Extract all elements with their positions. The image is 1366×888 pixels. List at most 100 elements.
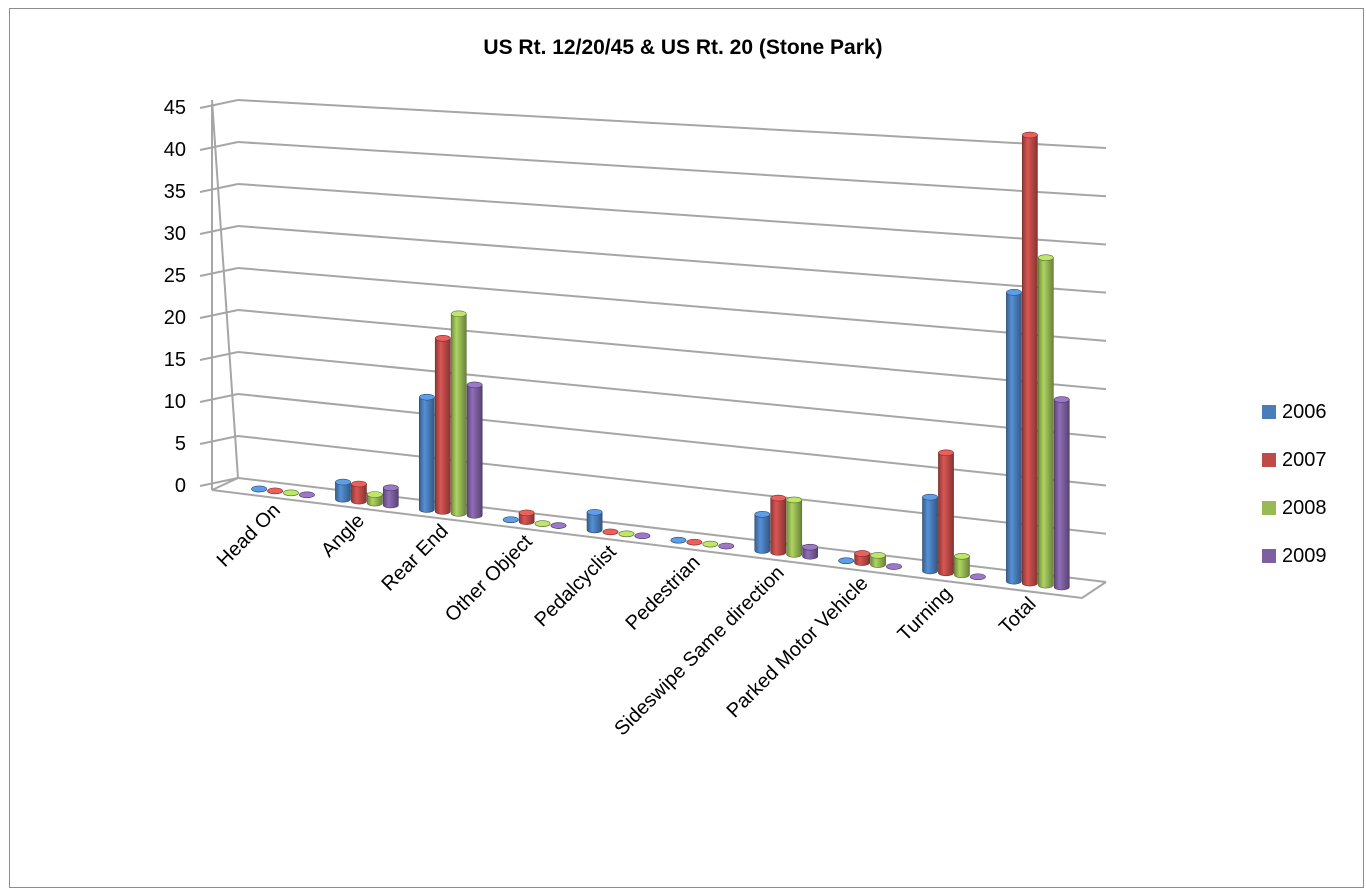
bar-top <box>702 540 719 548</box>
bar-top <box>1053 396 1070 403</box>
bar-top <box>335 478 351 486</box>
legend-swatch <box>1262 501 1276 515</box>
bar <box>550 522 567 529</box>
bar <box>299 491 315 499</box>
bar-top <box>283 489 299 497</box>
gridline <box>237 435 1107 535</box>
bar-body <box>954 555 970 579</box>
bar-top <box>718 542 735 550</box>
bar <box>1006 289 1022 585</box>
bar-top <box>634 532 651 540</box>
bar-body <box>418 396 435 513</box>
bar-top <box>970 573 986 581</box>
gridline-side <box>199 141 239 151</box>
bar <box>534 520 551 527</box>
bar-top <box>466 381 483 389</box>
legend-item: 2006 <box>1262 388 1327 436</box>
bar-top <box>450 310 467 318</box>
legend-swatch <box>1262 405 1276 419</box>
bar <box>702 540 719 548</box>
bar-body <box>382 487 399 509</box>
bar-top <box>1006 289 1022 296</box>
y-tick-label: 10 <box>164 391 186 413</box>
bar-body <box>754 514 771 554</box>
x-tick-label: Angle <box>317 510 369 562</box>
legend-item: 2009 <box>1262 532 1327 580</box>
bar <box>366 491 383 507</box>
x-tick-label: Head On <box>213 499 285 571</box>
gridline-side <box>199 351 239 361</box>
bar <box>382 484 399 509</box>
bar <box>754 511 771 554</box>
bar-top <box>251 485 267 493</box>
y-tick-label: 35 <box>164 181 186 203</box>
bar-body <box>1037 257 1054 589</box>
bar-top <box>838 557 855 564</box>
bar <box>786 496 803 558</box>
bar-body <box>786 499 803 558</box>
bar-top <box>854 550 870 557</box>
legend-item: 2008 <box>1262 484 1327 532</box>
bar <box>267 487 283 495</box>
chart-title: US Rt. 12/20/45 & US Rt. 20 (Stone Park) <box>483 36 883 59</box>
gridline-side <box>199 309 239 319</box>
legend-label: 2007 <box>1282 448 1327 471</box>
bar-top <box>786 496 803 504</box>
x-tick-label: Pedestrian <box>622 551 705 634</box>
bar <box>251 485 267 493</box>
bar-top <box>586 508 603 516</box>
x-tick-label: Rear End <box>378 520 453 595</box>
gridline-side <box>199 99 239 109</box>
legend-swatch <box>1262 549 1276 563</box>
y-tick-label: 15 <box>164 349 186 371</box>
bar-body <box>434 337 451 515</box>
bar <box>351 480 367 505</box>
bar <box>1022 131 1038 587</box>
bar-top <box>870 552 886 559</box>
bar-body <box>351 483 367 505</box>
bar-body <box>466 384 483 519</box>
bar-top <box>686 538 703 546</box>
bar <box>1037 254 1054 589</box>
legend-swatch <box>1262 453 1276 467</box>
gridline <box>237 351 1107 439</box>
gridline-side <box>199 225 239 235</box>
x-tick-label: Pedalcyclist <box>530 541 621 632</box>
gridline-side <box>199 267 239 277</box>
bar-body <box>450 313 467 517</box>
bar <box>283 489 299 497</box>
bar-top <box>1037 254 1054 261</box>
bar <box>954 552 970 579</box>
bar-top <box>754 511 771 518</box>
bar <box>870 552 886 568</box>
bar <box>922 493 938 575</box>
bar-top <box>550 522 567 529</box>
bar <box>466 381 483 519</box>
bar-top <box>382 484 399 492</box>
x-tick-label: Total <box>995 593 1040 638</box>
bar-top <box>770 494 787 502</box>
gridline <box>237 309 1107 391</box>
bar <box>938 449 954 577</box>
y-tick-label: 20 <box>164 307 186 329</box>
bar <box>634 532 651 540</box>
bar-top <box>602 528 619 536</box>
bar-top <box>351 480 367 488</box>
bar-body <box>922 496 938 575</box>
bar-top <box>954 552 970 560</box>
bar <box>418 393 435 513</box>
bar-top <box>418 393 435 401</box>
bar <box>434 334 451 515</box>
x-tick-label: Turning <box>894 583 957 646</box>
legend-label: 2009 <box>1282 544 1327 567</box>
gridline-side <box>199 183 239 193</box>
bar-body <box>1006 292 1022 585</box>
bar <box>770 494 787 556</box>
side-wall-edge <box>211 99 240 491</box>
bar-top <box>922 493 938 501</box>
bar-top <box>886 563 902 570</box>
gridline <box>237 99 1107 149</box>
gridline-side <box>199 393 239 403</box>
bar <box>335 478 351 503</box>
bar-body <box>335 481 351 503</box>
